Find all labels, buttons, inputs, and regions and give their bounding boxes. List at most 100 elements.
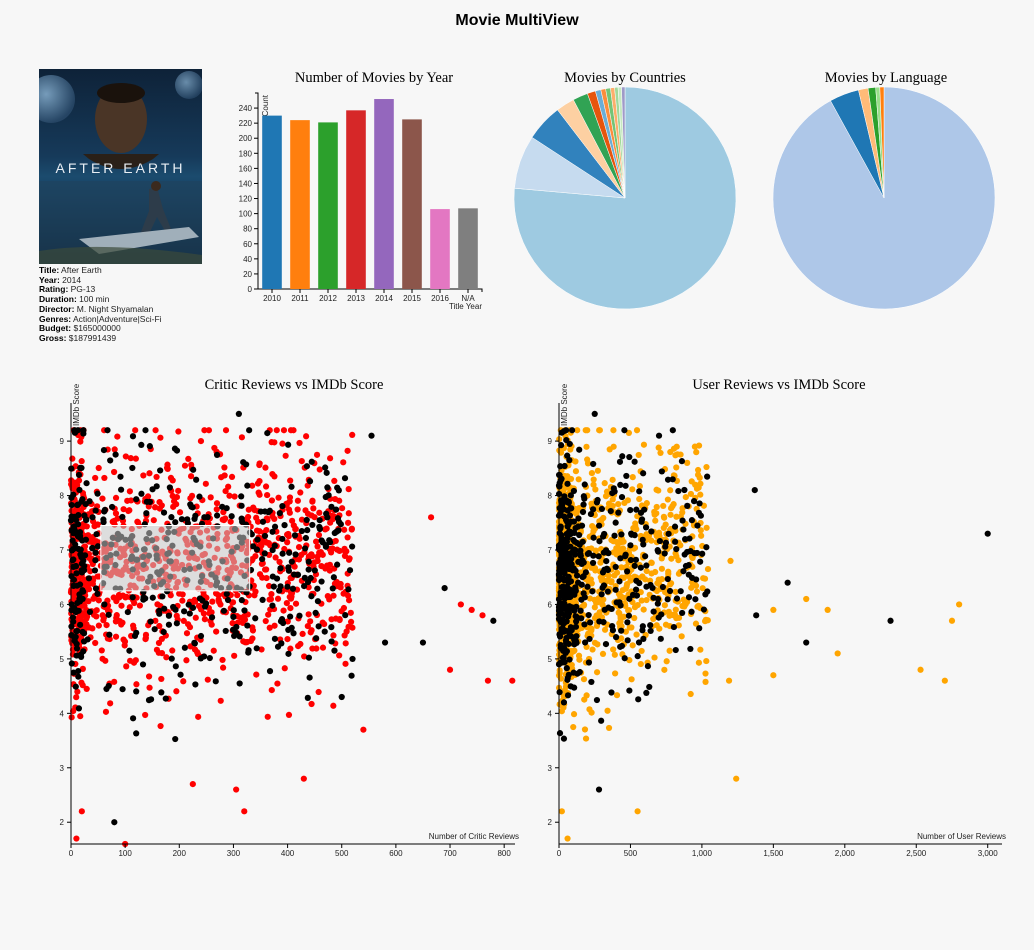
highlighted-point[interactable] — [75, 533, 82, 540]
data-point[interactable] — [100, 614, 108, 621]
highlighted-point[interactable] — [108, 503, 116, 511]
data-point[interactable] — [92, 474, 99, 482]
data-point[interactable] — [268, 497, 276, 504]
highlighted-point[interactable] — [159, 578, 167, 586]
data-point[interactable] — [563, 510, 570, 517]
data-point[interactable] — [122, 840, 129, 848]
highlighted-point[interactable] — [572, 638, 580, 645]
data-point[interactable] — [562, 541, 569, 548]
data-point[interactable] — [81, 495, 88, 502]
data-point[interactable] — [341, 545, 348, 552]
data-point[interactable] — [167, 474, 175, 482]
data-point[interactable] — [589, 531, 596, 538]
data-point[interactable] — [112, 494, 120, 501]
data-point[interactable] — [74, 527, 81, 534]
data-point[interactable] — [593, 669, 601, 676]
highlighted-point[interactable] — [618, 493, 626, 501]
data-point[interactable] — [188, 465, 196, 472]
highlighted-point[interactable] — [612, 586, 619, 593]
highlighted-point[interactable] — [81, 512, 88, 519]
data-point[interactable] — [259, 550, 266, 557]
data-point[interactable] — [684, 598, 691, 605]
highlighted-point[interactable] — [335, 487, 342, 494]
data-point[interactable] — [95, 530, 102, 537]
data-point[interactable] — [479, 612, 486, 619]
data-point[interactable] — [697, 480, 704, 487]
data-point[interactable] — [657, 449, 664, 457]
data-point[interactable] — [157, 593, 164, 600]
highlighted-point[interactable] — [306, 478, 314, 485]
data-point[interactable] — [556, 531, 564, 538]
highlighted-point[interactable] — [149, 537, 156, 544]
highlighted-point[interactable] — [596, 522, 603, 529]
highlighted-point[interactable] — [567, 543, 574, 550]
data-point[interactable] — [71, 596, 78, 603]
data-point[interactable] — [557, 610, 565, 617]
data-point[interactable] — [655, 594, 662, 602]
data-point[interactable] — [556, 539, 563, 546]
highlighted-point[interactable] — [753, 612, 760, 619]
highlighted-point[interactable] — [243, 589, 250, 596]
highlighted-point[interactable] — [273, 575, 281, 582]
highlighted-point[interactable] — [238, 493, 245, 500]
data-point[interactable] — [596, 568, 604, 575]
highlighted-point[interactable] — [157, 467, 164, 474]
data-point[interactable] — [263, 515, 270, 522]
data-point[interactable] — [121, 545, 128, 552]
data-point[interactable] — [560, 573, 567, 580]
data-point[interactable] — [73, 607, 81, 614]
data-point[interactable] — [569, 556, 577, 563]
data-point[interactable] — [233, 786, 240, 793]
data-point[interactable] — [86, 554, 93, 562]
data-point[interactable] — [576, 656, 583, 663]
highlighted-point[interactable] — [570, 487, 577, 495]
bar-2010[interactable] — [262, 115, 282, 289]
data-point[interactable] — [682, 601, 689, 608]
data-point[interactable] — [608, 566, 615, 573]
highlighted-point[interactable] — [165, 612, 172, 619]
data-point[interactable] — [245, 592, 253, 599]
data-point[interactable] — [165, 576, 172, 584]
highlighted-point[interactable] — [564, 627, 572, 635]
data-point[interactable] — [575, 652, 583, 659]
data-point[interactable] — [675, 622, 682, 629]
data-point[interactable] — [605, 577, 612, 584]
data-point[interactable] — [222, 556, 229, 564]
highlighted-point[interactable] — [580, 590, 587, 597]
data-point[interactable] — [559, 595, 567, 602]
data-point[interactable] — [92, 550, 99, 557]
data-point[interactable] — [562, 624, 569, 632]
highlighted-point[interactable] — [141, 521, 148, 528]
data-point[interactable] — [557, 530, 564, 537]
data-point[interactable] — [95, 539, 102, 546]
highlighted-point[interactable] — [78, 653, 85, 661]
data-point[interactable] — [268, 590, 275, 598]
data-point[interactable] — [79, 682, 86, 689]
data-point[interactable] — [74, 587, 81, 594]
highlighted-point[interactable] — [335, 518, 343, 526]
data-point[interactable] — [674, 451, 681, 458]
data-point[interactable] — [104, 597, 111, 604]
data-point[interactable] — [562, 463, 569, 470]
data-point[interactable] — [561, 603, 568, 610]
highlighted-point[interactable] — [562, 556, 569, 563]
data-point[interactable] — [252, 537, 260, 545]
data-point[interactable] — [617, 534, 625, 541]
data-point[interactable] — [566, 619, 574, 627]
data-point[interactable] — [69, 483, 76, 490]
data-point[interactable] — [618, 623, 625, 630]
highlighted-point[interactable] — [203, 600, 210, 607]
data-point[interactable] — [574, 544, 581, 551]
data-point[interactable] — [624, 570, 631, 577]
data-point[interactable] — [565, 632, 572, 640]
data-point[interactable] — [184, 621, 192, 628]
highlighted-point[interactable] — [127, 541, 134, 548]
data-point[interactable] — [623, 563, 630, 570]
data-point[interactable] — [653, 510, 660, 517]
highlighted-point[interactable] — [571, 529, 578, 537]
highlighted-point[interactable] — [265, 509, 272, 516]
highlighted-point[interactable] — [246, 427, 253, 434]
pie-slice[interactable] — [557, 99, 626, 199]
data-point[interactable] — [612, 509, 619, 516]
highlighted-point[interactable] — [681, 486, 688, 494]
